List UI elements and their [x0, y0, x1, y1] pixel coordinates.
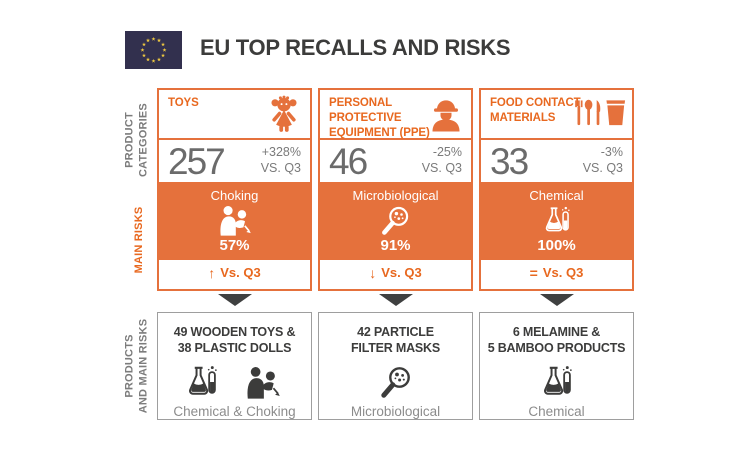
choking-icon	[243, 366, 283, 399]
trend-strip: = Vs. Q3	[481, 260, 632, 285]
category-card: PERSONAL PROTECTIVE EQUIPMENT (PPE) 46 -…	[318, 88, 473, 291]
recall-count-row: 257 +328% VS. Q3	[159, 140, 310, 184]
recall-count-row: 46 -25% VS. Q3	[320, 140, 471, 184]
column-ppe: PERSONAL PROTECTIVE EQUIPMENT (PPE) 46 -…	[318, 88, 473, 420]
cutlery-cup-icon	[572, 99, 626, 127]
products-risk-label: Chemical	[528, 403, 585, 419]
products-risk-label: Microbiological	[350, 403, 441, 419]
column-toys: TOYS 257 +328% VS. Q3 Choking 57% ↑ Vs. …	[157, 88, 312, 420]
category-name: FOOD CONTACT MATERIALS	[490, 97, 581, 124]
flask-icon	[541, 364, 572, 400]
worker-icon	[429, 96, 463, 132]
category-header: TOYS	[159, 90, 310, 140]
products-card: 49 WOODEN TOYS & 38 PLASTIC DOLLS Chemic…	[157, 312, 312, 420]
products-title: 49 WOODEN TOYS & 38 PLASTIC DOLLS	[173, 325, 296, 356]
products-icons	[480, 364, 633, 401]
flask-icon	[186, 364, 217, 400]
row-label-products-and-main-risks: PRODUCTS AND MAIN RISKS	[123, 318, 150, 414]
trend-label: Vs. Q3	[542, 265, 584, 280]
change-percent: -25%	[432, 145, 462, 160]
risk-name: Choking	[210, 188, 259, 203]
main-risk-block: Microbiological 91%	[320, 184, 471, 260]
row-label-product-categories: PRODUCT CATEGORIES	[123, 103, 150, 177]
risk-name: Microbiological	[352, 188, 439, 203]
down-triangle-icon	[539, 294, 574, 306]
microbe-magnifier-icon	[380, 205, 411, 236]
change-vs-label: VS. Q3	[421, 161, 462, 175]
doll-icon	[267, 95, 301, 133]
row-label-main-risks: MAIN RISKS	[132, 206, 145, 274]
recall-change: -3% VS. Q3	[583, 145, 623, 176]
category-name: PERSONAL PROTECTIVE EQUIPMENT (PPE)	[329, 97, 430, 139]
column-food-contact-materials: FOOD CONTACT MATERIALS 33 -3% VS. Q3 Che…	[479, 88, 634, 420]
products-card: 42 PARTICLE FILTER MASKS Microbiological	[318, 312, 473, 420]
trend-up-icon: ↑	[208, 264, 216, 281]
eu-flag-icon	[125, 31, 182, 69]
risk-percent: 91%	[380, 237, 411, 254]
flask-icon	[543, 205, 570, 236]
products-title: 6 MELAMINE & 5 BAMBOO PRODUCTS	[487, 325, 626, 356]
change-vs-label: VS. Q3	[582, 161, 623, 175]
recall-change: -25% VS. Q3	[422, 145, 462, 176]
main-risk-block: Chemical 100%	[481, 184, 632, 260]
products-card: 6 MELAMINE & 5 BAMBOO PRODUCTS Chemical	[479, 312, 634, 420]
trend-equal-icon: =	[529, 264, 538, 281]
change-vs-label: VS. Q3	[260, 161, 301, 175]
recall-count: 33	[490, 140, 529, 182]
recall-count: 257	[168, 140, 226, 182]
trend-strip: ↑ Vs. Q3	[159, 260, 310, 285]
trend-label: Vs. Q3	[381, 265, 422, 280]
main-risk-block: Choking 57%	[159, 184, 310, 260]
down-triangle-icon	[378, 294, 413, 306]
trend-label: Vs. Q3	[220, 265, 261, 280]
products-icons	[319, 364, 472, 401]
recall-change: +328% VS. Q3	[261, 145, 301, 176]
products-title: 42 PARTICLE FILTER MASKS	[350, 325, 441, 356]
category-header: PERSONAL PROTECTIVE EQUIPMENT (PPE)	[320, 90, 471, 140]
trend-down-icon: ↓	[369, 264, 377, 281]
page-title: EU TOP RECALLS AND RISKS	[200, 35, 511, 60]
products-icons	[158, 364, 311, 401]
recall-count-row: 33 -3% VS. Q3	[481, 140, 632, 184]
trend-strip: ↓ Vs. Q3	[320, 260, 471, 285]
risk-name: Chemical	[529, 188, 584, 203]
products-risk-label: Chemical & Choking	[173, 403, 296, 419]
category-card: FOOD CONTACT MATERIALS 33 -3% VS. Q3 Che…	[479, 88, 634, 291]
category-card: TOYS 257 +328% VS. Q3 Choking 57% ↑ Vs. …	[157, 88, 312, 291]
recall-count: 46	[329, 140, 368, 182]
change-percent: +328%	[261, 145, 301, 160]
change-percent: -3%	[600, 145, 623, 160]
category-name: TOYS	[168, 97, 199, 109]
microbe-magnifier-icon	[379, 365, 413, 399]
down-triangle-icon	[217, 294, 252, 306]
choking-icon	[214, 205, 256, 236]
risk-percent: 57%	[219, 237, 250, 254]
category-header: FOOD CONTACT MATERIALS	[481, 90, 632, 140]
risk-percent: 100%	[537, 237, 576, 254]
